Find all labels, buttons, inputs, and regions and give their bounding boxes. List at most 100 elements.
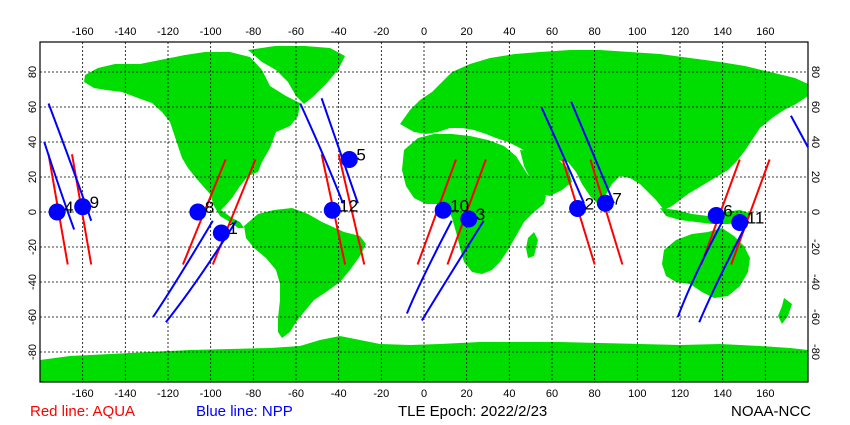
x-tick-label-top: -60	[288, 26, 304, 38]
y-tick-label-right: 0	[809, 209, 821, 215]
land-new-zealand	[778, 298, 792, 324]
npp-pass-line	[790, 115, 809, 148]
x-tick-label-top: -160	[72, 26, 94, 38]
x-tick-label-bottom: 20	[461, 388, 473, 400]
y-tick-label-left: 80	[27, 66, 39, 78]
marker-number-label: 1	[228, 219, 237, 238]
tle-epoch: TLE Epoch: 2022/2/23	[398, 403, 548, 420]
x-tick-label-top: -140	[114, 26, 136, 38]
x-tick-label-bottom: -60	[288, 388, 304, 400]
satellite-position-marker	[460, 210, 478, 228]
x-tick-label-top: 140	[713, 26, 731, 38]
x-tick-label-top: -20	[373, 26, 389, 38]
x-tick-label-bottom: 120	[671, 388, 689, 400]
y-tick-label-left: -80	[27, 344, 39, 360]
x-tick-label-bottom: 60	[546, 388, 558, 400]
marker-number-label: 10	[450, 196, 469, 215]
x-tick-label-bottom: -40	[331, 388, 347, 400]
land-arabia	[520, 150, 572, 196]
x-tick-label-bottom: -160	[72, 388, 94, 400]
x-tick-label-bottom: -20	[373, 388, 389, 400]
y-tick-label-right: 20	[809, 171, 821, 183]
satellite-position-marker	[731, 214, 749, 231]
marker-number-label: 5	[356, 146, 365, 165]
satellite-position-marker	[74, 198, 92, 216]
marker-number-label: 2	[585, 195, 594, 214]
marker-number-label: 7	[612, 189, 621, 208]
x-tick-label-top: 0	[421, 26, 427, 38]
y-tick-label-right: 40	[809, 136, 821, 148]
npp-pass-line	[570, 101, 615, 204]
y-tick-label-left: 0	[27, 209, 39, 215]
land-masses	[40, 46, 808, 382]
land-north-america	[84, 52, 300, 212]
x-tick-label-bottom: -140	[114, 388, 136, 400]
satellite-position-marker	[48, 203, 66, 221]
y-tick-label-right: -80	[809, 344, 821, 360]
land-greenland	[248, 46, 345, 104]
x-tick-label-top: 60	[546, 26, 558, 38]
x-tick-label-bottom: -80	[245, 388, 261, 400]
npp-pass-line	[43, 141, 76, 230]
npp-pass-line	[540, 106, 585, 204]
land-australia	[662, 228, 750, 298]
land-eurasia	[400, 50, 808, 210]
satellite-position-marker	[323, 201, 341, 219]
satellite-position-marker	[596, 194, 614, 212]
npp-pass-line	[299, 103, 344, 204]
x-tick-label-top: 120	[671, 26, 689, 38]
x-tick-label-bottom: 80	[589, 388, 601, 400]
npp-pass-line	[152, 220, 214, 318]
npp-pass-line	[406, 220, 453, 314]
x-tick-label-top: 20	[461, 26, 473, 38]
x-tick-label-bottom: -100	[200, 388, 222, 400]
marker-number-label: 3	[476, 205, 485, 224]
x-tick-label-bottom: 140	[713, 388, 731, 400]
y-tick-label-left: -60	[27, 309, 39, 325]
axis-ticks: -160 -140 -120 -100 -80 -60 -40 -20 0 20 40 60 80 100…	[27, 26, 821, 400]
x-tick-label-top: -80	[245, 26, 261, 38]
marker-number-label: 4	[64, 198, 73, 217]
y-tick-label-right: 80	[809, 66, 821, 78]
y-tick-label-left: -40	[27, 274, 39, 290]
x-tick-label-bottom: 40	[503, 388, 515, 400]
land-central-america	[214, 206, 244, 228]
x-tick-label-bottom: 160	[756, 388, 774, 400]
aqua-pass-line	[589, 159, 624, 265]
marker-number-label: 12	[339, 196, 358, 215]
npp-pass-line	[421, 220, 485, 322]
npp-pass-line	[320, 97, 359, 204]
npp-pass-line	[698, 220, 750, 323]
x-tick-label-bottom: 0	[421, 388, 427, 400]
land-scandinavia	[440, 66, 478, 102]
y-tick-label-left: -20	[27, 239, 39, 255]
aqua-pass-line	[337, 154, 366, 265]
land-south-america	[244, 208, 366, 338]
satellite-position-marker	[434, 201, 452, 219]
x-tick-label-top: 80	[589, 26, 601, 38]
satellite-position-marker	[212, 224, 230, 242]
satellite-position-marker	[189, 203, 207, 221]
y-tick-label-left: 20	[27, 171, 39, 183]
npp-pass-line	[676, 220, 724, 318]
satellite-position-marker	[340, 151, 358, 168]
map-frame	[39, 41, 809, 383]
legend-npp: Blue line: NPP	[196, 403, 293, 420]
legend-aqua: Red line: AQUA	[30, 403, 136, 420]
x-tick-label-top: 160	[756, 26, 774, 38]
y-tick-label-right: 60	[809, 101, 821, 113]
credit-label: NOAA-NCC	[731, 403, 812, 420]
marker-number-label: 9	[90, 193, 99, 212]
x-tick-label-top: 100	[628, 26, 646, 38]
lat-lon-grid	[40, 42, 808, 382]
marker-number-label: 11	[747, 209, 765, 228]
x-tick-label-top: -100	[200, 26, 222, 38]
satellite-position-marker	[569, 200, 587, 217]
land-madagascar	[526, 232, 538, 258]
y-tick-label-right: -40	[809, 274, 821, 290]
x-tick-label-bottom: -120	[157, 388, 179, 400]
satellite-position-marker	[707, 207, 725, 224]
aqua-pass-line	[730, 159, 771, 265]
